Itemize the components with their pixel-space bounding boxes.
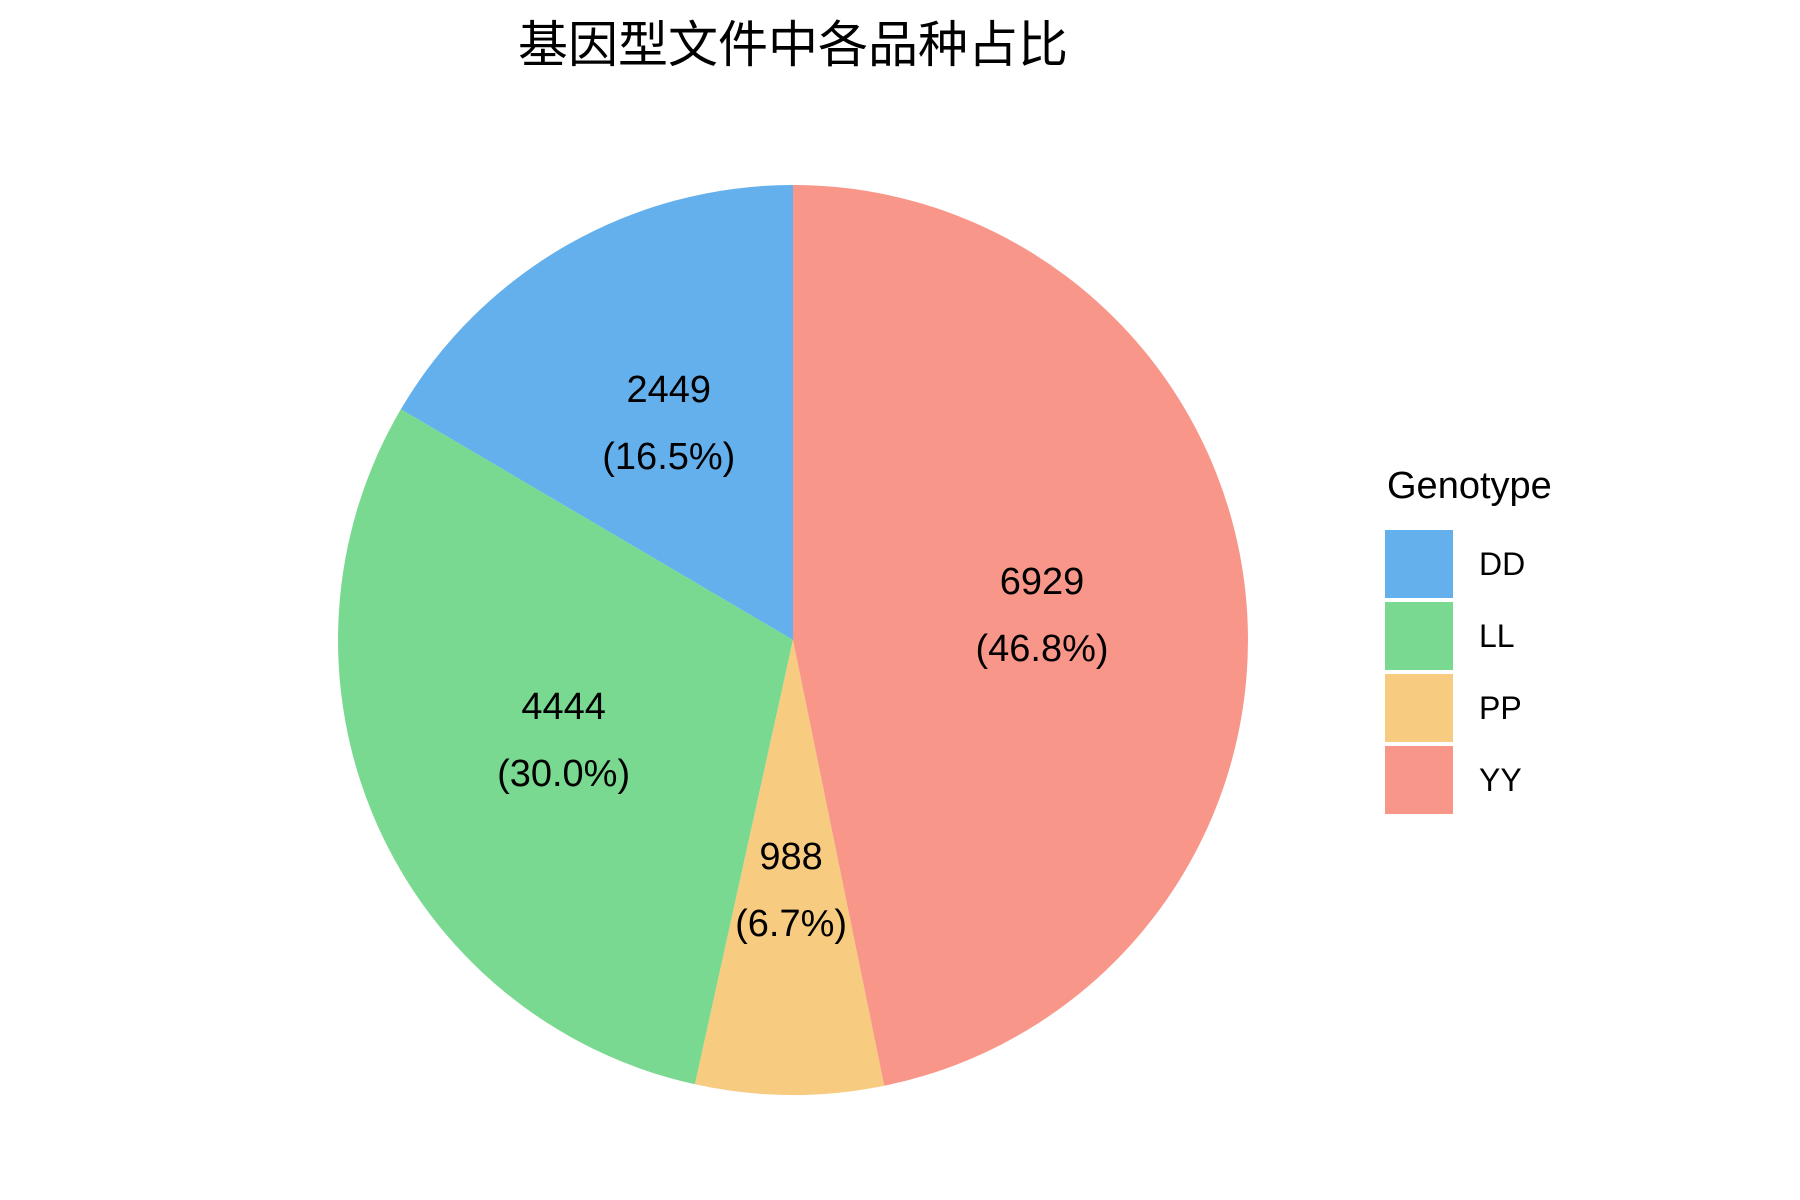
slice-labels: 2449 (16.5%) 4444 (30.0%) 988 (6.7%) 6929 (46.8…	[497, 369, 1108, 945]
slice-percent-label-dd: (16.5%)	[602, 436, 735, 478]
slice-value-label-ll: 4444	[521, 686, 606, 728]
slice-value-label-dd: 2449	[627, 369, 712, 411]
slice-percent-label-yy: (46.8%)	[975, 628, 1108, 670]
legend-label-dd: DD	[1479, 546, 1525, 582]
pie-slice-dd	[400, 185, 793, 640]
chart-title: 基因型文件中各品种占比	[518, 16, 1068, 74]
slice-percent-label-ll: (30.0%)	[497, 753, 630, 795]
legend-label-ll: LL	[1479, 618, 1515, 654]
slice-percent-label-pp: (6.7%)	[735, 903, 847, 945]
legend-label-pp: PP	[1479, 690, 1522, 726]
slice-value-label-yy: 6929	[1000, 561, 1085, 603]
pie-slice-pp	[694, 640, 885, 1095]
pie-slice-ll	[338, 409, 793, 1085]
legend-swatch-dd	[1385, 530, 1453, 598]
legend-label-yy: YY	[1479, 762, 1522, 798]
legend-swatch-yy	[1385, 746, 1453, 814]
legend-title: Genotype	[1387, 465, 1552, 507]
pie-slices	[338, 185, 1248, 1095]
legend-items: DD LL PP YY	[1385, 530, 1525, 814]
legend-swatch-ll	[1385, 602, 1453, 670]
pie-slice-yy	[793, 185, 1248, 1086]
legend: Genotype DD LL PP YY	[1385, 465, 1552, 814]
slice-value-label-pp: 988	[759, 836, 822, 878]
legend-swatch-pp	[1385, 674, 1453, 742]
